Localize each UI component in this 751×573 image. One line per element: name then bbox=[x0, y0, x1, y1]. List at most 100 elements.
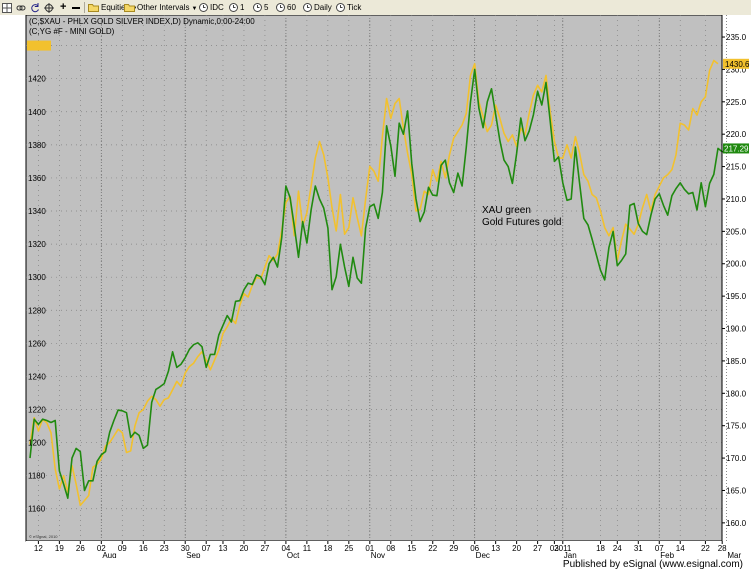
right-axis-tick-label: 165.0 bbox=[726, 486, 747, 495]
interval-1-button[interactable]: 1 bbox=[229, 1, 244, 14]
chart-header-line: (C,YG #F - MINI GOLD) bbox=[29, 27, 115, 36]
left-axis-tick-label: 1400 bbox=[28, 108, 46, 117]
right-axis-tick-label: 210.0 bbox=[726, 195, 747, 204]
x-axis-tick-label: 18 bbox=[323, 544, 332, 553]
x-axis-tick-label: 12 bbox=[34, 544, 43, 553]
x-axis-tick-label: 25 bbox=[344, 544, 353, 553]
left-axis-tick-label: 1420 bbox=[28, 75, 46, 84]
xau-last-value-badge bbox=[723, 143, 749, 154]
x-axis-tick-label: 06 bbox=[470, 544, 479, 553]
right-axis-tick-label: 200.0 bbox=[726, 260, 747, 269]
x-axis-tick-label: 01 bbox=[365, 544, 374, 553]
interval-60-button[interactable]: 60 bbox=[276, 1, 296, 14]
chart-header-line: (C,$XAU - PHLX GOLD SILVER INDEX,D) Dyna… bbox=[29, 17, 255, 26]
interval-60-label: 60 bbox=[287, 3, 296, 12]
add-icon[interactable]: + bbox=[60, 1, 67, 13]
interval-1-label: 1 bbox=[240, 3, 245, 12]
x-axis-tick-label: 24 bbox=[613, 544, 622, 553]
interval-idc-label: IDC bbox=[210, 3, 224, 12]
link-icon[interactable] bbox=[16, 1, 28, 14]
right-axis-tick-label: 185.0 bbox=[726, 357, 747, 366]
left-axis-tick-label: 1300 bbox=[28, 273, 46, 282]
x-axis-tick-label: 30 bbox=[181, 544, 190, 553]
right-axis-tick-label: 190.0 bbox=[726, 325, 747, 334]
interval-5-button[interactable]: 5 bbox=[253, 1, 268, 14]
x-axis-tick-label: 26 bbox=[76, 544, 85, 553]
left-axis-tick-label: 1220 bbox=[28, 406, 46, 415]
x-axis-tick-label: 07 bbox=[202, 544, 211, 553]
crosshair-icon[interactable] bbox=[44, 1, 56, 14]
gold-last-value-badge bbox=[723, 58, 749, 69]
clock-icon bbox=[303, 3, 312, 13]
right-axis-tick-label: 170.0 bbox=[726, 454, 747, 463]
footer: Published by eSignal (www.esignal.com) bbox=[0, 558, 751, 573]
right-axis-tick-label: 160.0 bbox=[726, 519, 747, 528]
plot-area bbox=[25, 15, 723, 542]
left-axis-tick-label: 1360 bbox=[28, 174, 46, 183]
x-axis-tick-label: 20 bbox=[512, 544, 521, 553]
x-axis-strip bbox=[26, 541, 722, 558]
right-axis-tick-label: 220.0 bbox=[726, 130, 747, 139]
x-axis-tick-label: 08 bbox=[386, 544, 395, 553]
mini-gold-line bbox=[29, 59, 719, 507]
clock-icon bbox=[336, 3, 345, 13]
right-axis-tick-label: 230.0 bbox=[726, 65, 747, 74]
x-axis-tick-label: 22 bbox=[428, 544, 437, 553]
month-label: Feb bbox=[660, 551, 674, 558]
x-axis-tick-label: 15 bbox=[407, 544, 416, 553]
x-axis-tick-label: 23 bbox=[160, 544, 169, 553]
chart-annotation: XAU green bbox=[482, 205, 531, 216]
month-label: Dec bbox=[476, 551, 490, 558]
folder-icon bbox=[124, 4, 135, 13]
x-axis-tick-label: 27 bbox=[260, 544, 269, 553]
other-intervals-menu[interactable]: Other Intervals ▼ bbox=[124, 1, 197, 14]
price-chart[interactable]: (C,$XAU - PHLX GOLD SILVER INDEX,D) Dyna… bbox=[0, 15, 751, 558]
toolbar: + Equities▼ Other Intervals▼ IDC 1 5 60 … bbox=[0, 0, 751, 16]
left-axis-tick-label: 1280 bbox=[28, 306, 46, 315]
left-axis-tick-label: 1320 bbox=[28, 240, 46, 249]
other-intervals-label: Other Intervals bbox=[137, 3, 190, 12]
interval-tick-button[interactable]: Tick bbox=[336, 1, 361, 14]
x-axis-tick-label: 22 bbox=[701, 544, 710, 553]
left-axis-gold-marker bbox=[27, 40, 51, 51]
left-axis-tick-label: 1180 bbox=[28, 472, 46, 481]
x-axis-tick-label: 04 bbox=[281, 544, 290, 553]
x-axis-tick-label: 03 bbox=[550, 544, 559, 553]
interval-5-label: 5 bbox=[264, 3, 269, 12]
interval-tick-label: Tick bbox=[347, 3, 362, 12]
month-label: Jan bbox=[564, 551, 577, 558]
chevron-down-icon: ▼ bbox=[191, 6, 198, 12]
right-axis-tick-label: 215.0 bbox=[726, 163, 747, 172]
x-axis-tick-label: 09 bbox=[118, 544, 127, 553]
x-axis-tick-label: 16 bbox=[139, 544, 148, 553]
left-axis-tick-label: 1340 bbox=[28, 207, 46, 216]
publisher-credit: Published by eSignal (www.esignal.com) bbox=[562, 559, 743, 570]
right-axis-tick-label: 180.0 bbox=[726, 389, 747, 398]
clock-icon bbox=[229, 3, 238, 13]
x-axis-tick-label: 28 bbox=[718, 544, 727, 553]
x-axis-tick-label: 13 bbox=[491, 544, 500, 553]
left-axis-tick-label: 1160 bbox=[28, 505, 46, 514]
left-axis-tick-label: 1240 bbox=[28, 372, 46, 381]
xau-line bbox=[29, 68, 727, 500]
right-axis-tick-label: 205.0 bbox=[726, 227, 747, 236]
chart-annotation: Gold Futures gold bbox=[482, 217, 562, 228]
clock-icon bbox=[253, 3, 262, 13]
equities-label: Equities bbox=[101, 3, 130, 12]
x-axis-tick-label: 27 bbox=[533, 544, 542, 553]
right-axis-tick-label: 235.0 bbox=[726, 33, 747, 42]
refresh-icon[interactable] bbox=[30, 1, 42, 14]
interval-idc-button[interactable]: IDC bbox=[199, 1, 224, 14]
x-axis-tick-label: 13 bbox=[219, 544, 228, 553]
copyright-note: © eSignal, 2010 bbox=[29, 534, 58, 539]
x-axis-tick-label: 2011 bbox=[554, 544, 572, 553]
minus-icon[interactable] bbox=[72, 1, 82, 14]
clock-icon bbox=[276, 3, 285, 13]
x-axis-tick-label: 02 bbox=[97, 544, 106, 553]
folder-icon bbox=[88, 4, 99, 13]
interval-daily-button[interactable]: Daily bbox=[303, 1, 332, 14]
grid-icon[interactable] bbox=[2, 1, 14, 14]
x-axis-tick-label: 11 bbox=[303, 544, 312, 553]
x-axis-tick-label: 31 bbox=[634, 544, 643, 553]
x-axis-tick-label: 14 bbox=[676, 544, 685, 553]
